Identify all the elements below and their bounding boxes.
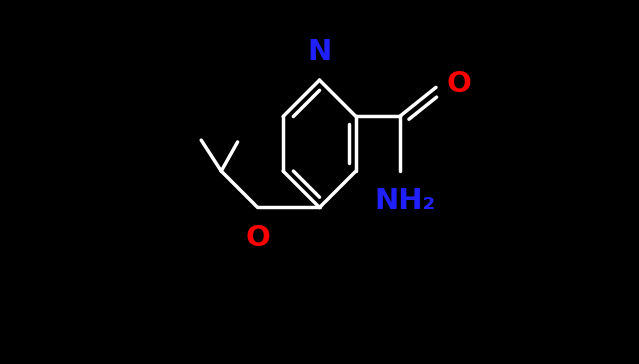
Text: NH₂: NH₂ xyxy=(374,187,436,215)
Text: N: N xyxy=(307,38,332,66)
Text: O: O xyxy=(245,224,270,252)
Text: O: O xyxy=(447,70,472,98)
